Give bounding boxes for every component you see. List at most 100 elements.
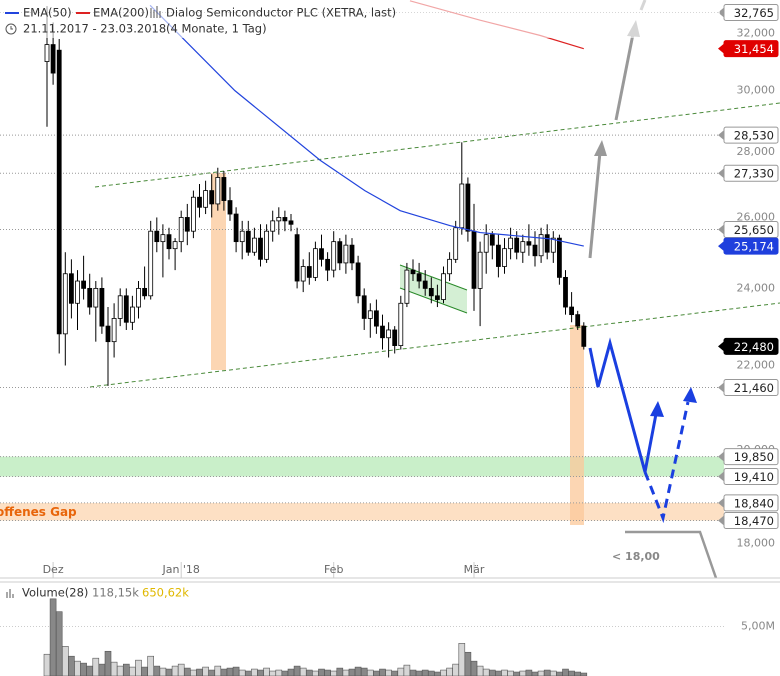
candle-body bbox=[477, 251, 483, 289]
candle-body bbox=[129, 306, 135, 323]
volume-bar bbox=[110, 661, 118, 676]
candle-body bbox=[245, 230, 251, 253]
volume-bar bbox=[427, 670, 435, 676]
candle-body bbox=[69, 273, 74, 304]
volume-bar bbox=[446, 667, 453, 676]
volume-bar bbox=[312, 670, 319, 676]
volume-bar bbox=[214, 665, 222, 676]
volume-icon bbox=[6, 589, 14, 598]
volume-bar bbox=[55, 611, 63, 676]
candle-body bbox=[215, 177, 221, 205]
volume-bar bbox=[293, 665, 301, 676]
zones: offenes Gap bbox=[0, 456, 724, 521]
candle-body bbox=[99, 287, 105, 327]
volume-bar bbox=[476, 665, 484, 676]
arrowhead bbox=[683, 387, 697, 403]
volume-bar bbox=[257, 669, 264, 676]
candle-body bbox=[87, 287, 93, 308]
volume-bar bbox=[513, 671, 521, 676]
volume-bar bbox=[501, 669, 508, 676]
volume-bar bbox=[373, 670, 380, 676]
candle-body bbox=[386, 329, 392, 339]
header-bg bbox=[0, 0, 720, 38]
candle-body bbox=[367, 310, 373, 319]
candle-body bbox=[300, 266, 306, 282]
volume-bar bbox=[385, 669, 392, 676]
volume-bar bbox=[360, 667, 368, 676]
volume-bar bbox=[549, 670, 557, 676]
candle-body bbox=[373, 310, 379, 327]
candle-body bbox=[306, 266, 312, 278]
highlight bbox=[570, 325, 584, 525]
candle-body bbox=[172, 241, 178, 250]
candle-body bbox=[428, 287, 434, 297]
volume-bar bbox=[562, 668, 569, 676]
chart-icon bbox=[150, 6, 161, 18]
candle-body bbox=[526, 241, 532, 246]
legend-entry: EMA(200) bbox=[93, 6, 149, 20]
y-tick-label: 30,000 bbox=[737, 84, 776, 97]
candle-body bbox=[447, 258, 453, 275]
candle-body bbox=[142, 287, 148, 297]
level-pointer bbox=[718, 471, 724, 482]
level-label: 22,480 bbox=[734, 340, 774, 354]
volume-bar bbox=[434, 671, 441, 676]
volume-value: 650,62k bbox=[142, 586, 189, 600]
volume-bar bbox=[556, 671, 563, 676]
candle-body bbox=[392, 329, 398, 346]
candle-body bbox=[239, 230, 245, 243]
candle-body bbox=[276, 217, 282, 222]
volume-bar bbox=[440, 669, 447, 676]
level-label: 18,470 bbox=[734, 514, 774, 528]
level-pointer bbox=[718, 451, 724, 462]
volume-bar bbox=[141, 666, 148, 676]
candle-body bbox=[410, 269, 416, 275]
candle-body bbox=[81, 280, 86, 289]
volume-bar bbox=[98, 663, 106, 676]
volume-bar bbox=[129, 666, 136, 676]
candle-body bbox=[343, 244, 349, 264]
level-pointer bbox=[718, 168, 724, 179]
volume-bar bbox=[245, 670, 252, 676]
level-label: 27,330 bbox=[734, 167, 774, 181]
candle-body bbox=[264, 230, 270, 260]
volume-bar bbox=[159, 667, 167, 676]
volume-bar bbox=[488, 669, 496, 676]
level-label: 25,174 bbox=[734, 240, 774, 254]
volume-bar bbox=[281, 670, 289, 676]
candle-body bbox=[453, 227, 459, 260]
candle-body bbox=[312, 248, 318, 278]
level-pointer bbox=[718, 497, 724, 508]
level-pointer bbox=[718, 341, 724, 352]
volume-bar bbox=[415, 670, 423, 676]
candle-body bbox=[502, 248, 507, 267]
volume-bar bbox=[287, 668, 295, 676]
candle-body bbox=[495, 244, 501, 267]
volume-bar bbox=[409, 669, 417, 676]
volume-bar bbox=[568, 670, 575, 676]
x-tick-label: Dez bbox=[43, 563, 64, 576]
volume-bar bbox=[379, 668, 386, 676]
axes: 18,00020,00022,00024,00026,00028,00030,0… bbox=[43, 26, 775, 578]
projection bbox=[588, 337, 690, 524]
volume-bar bbox=[391, 670, 399, 676]
candle-body bbox=[178, 217, 184, 243]
candle-body bbox=[136, 287, 141, 308]
volume-bar bbox=[153, 665, 161, 676]
level-label: 28,530 bbox=[734, 129, 774, 143]
y-tick-label: 24,000 bbox=[737, 281, 776, 294]
volume-bar bbox=[366, 669, 374, 676]
level-label: 18,840 bbox=[734, 496, 774, 510]
candle-body bbox=[227, 200, 233, 215]
volume-bar bbox=[202, 666, 209, 676]
volume-bar bbox=[190, 669, 197, 676]
candle-body bbox=[93, 287, 99, 308]
candle-body bbox=[319, 248, 324, 260]
candle-body bbox=[459, 183, 465, 229]
candle-body bbox=[258, 237, 263, 260]
candle-body bbox=[569, 306, 574, 316]
level-label: 21,460 bbox=[734, 381, 774, 395]
candle-body bbox=[50, 44, 56, 74]
candle-body bbox=[160, 234, 166, 243]
